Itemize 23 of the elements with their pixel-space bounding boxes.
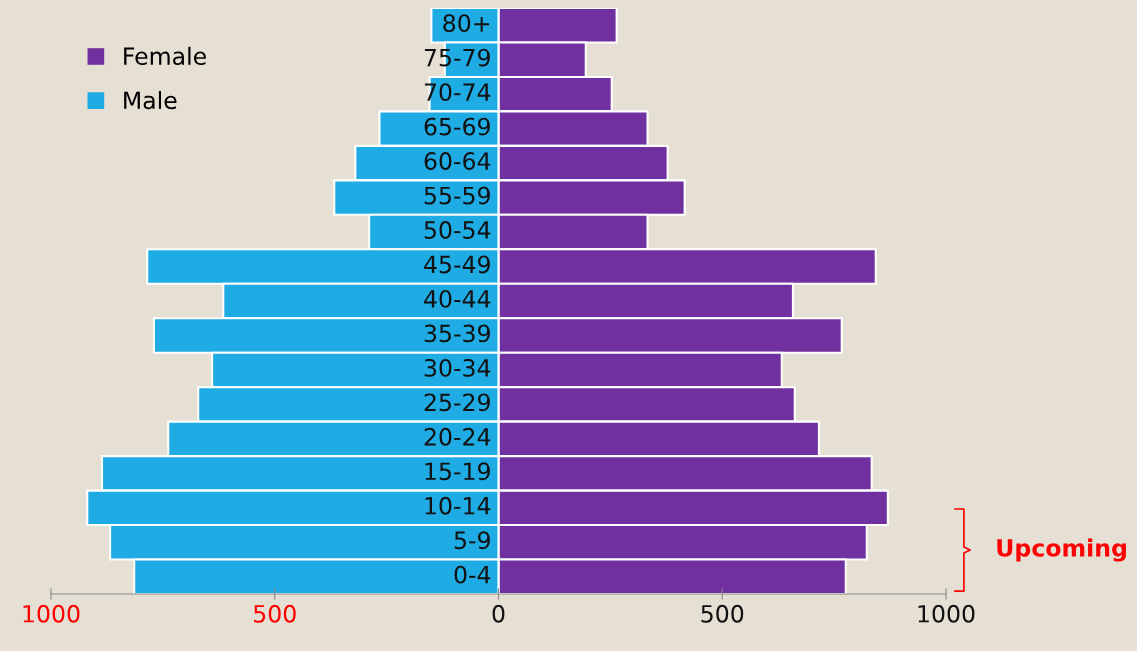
y-tick-label: 50-54 (424, 221, 491, 239)
y-tick-label: 45-49 (424, 255, 490, 274)
y-tick-label: 25-29 (424, 393, 490, 412)
y-tick-label: 30-34 (424, 358, 491, 377)
y-tick-label: 0-4 (454, 565, 491, 584)
legend-label: Female (124, 46, 206, 66)
x-tick-label: 500 (701, 604, 744, 623)
y-tick-label: 60-64 (424, 152, 491, 170)
y-tick-label: 80+ (443, 14, 490, 33)
y-tick-label: 35-39 (424, 324, 490, 343)
y-tick-label: 5-9 (454, 531, 490, 550)
text: Upcoming (997, 538, 1126, 562)
x-tick-label: 500 (254, 604, 296, 623)
x-tick-label: 0 (492, 604, 505, 623)
x-tick-label: 1000 (918, 604, 975, 623)
y-tick-label: 15-19 (425, 462, 490, 481)
legend-label: Male (124, 90, 177, 110)
y-tick-label: 10-14 (425, 496, 491, 515)
y-tick-label: 65-69 (424, 117, 490, 136)
y-tick-label: 55-59 (424, 186, 490, 205)
y-tick-label: 20-24 (424, 427, 491, 446)
y-tick-label: 40-44 (424, 289, 491, 308)
x-tick-label: 1000 (23, 604, 80, 623)
